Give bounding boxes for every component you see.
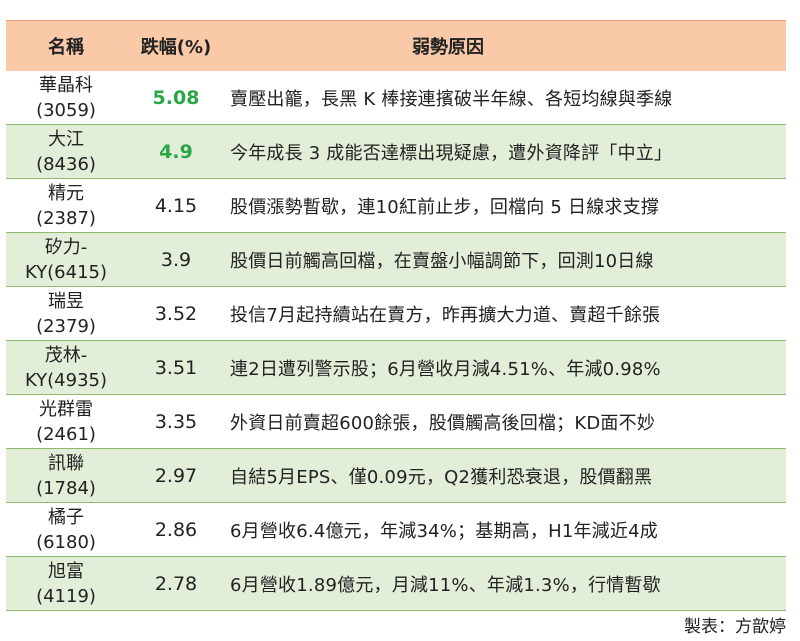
drop-pct: 2.78: [154, 572, 198, 595]
table-row: 華晶科 (3059) 5.08 賣壓出籠，長黑 K 棒接連擯破半年線、各短均線與季線: [6, 71, 786, 125]
drop-pct: 4.9: [159, 140, 193, 163]
drop-pct: 3.51: [154, 356, 198, 379]
drop-pct: 3.35: [154, 410, 198, 433]
stock-cell: 瑞昱 (2379): [6, 289, 126, 339]
table-row: 茂林- KY(4935) 3.51 連2日遭列警示股；6月營收月減4.51%、年減0.…: [6, 341, 786, 395]
reason-text: 股價漲勢暫歇，連10紅前止步，回檔向 5 日線求支撐: [230, 196, 659, 218]
stock-name: 瑞昱: [48, 290, 84, 312]
stock-code: (2379): [36, 315, 96, 337]
stock-code: (4119): [36, 585, 96, 607]
header-drop-pct: 跌幅(%): [140, 37, 212, 58]
reason-text: 今年成長 3 成能否達標出現疑慮，遭外資降評「中立」: [230, 142, 673, 164]
drop-pct: 3.52: [154, 302, 198, 325]
table-row: 訊聯 (1784) 2.97 自結5月EPS、僅0.09元，Q2獲利恐衰退，股價翻黑: [6, 449, 786, 503]
stock-code: (3059): [36, 99, 96, 121]
table-row: 大江 (8436) 4.9 今年成長 3 成能否達標出現疑慮，遭外資降評「中立」: [6, 125, 786, 179]
reason-text: 6月營收6.4億元，年減34%；基期高，H1年減近4成: [230, 520, 658, 542]
stock-name: 矽力-: [44, 236, 88, 258]
table-row: 瑞昱 (2379) 3.52 投信7月起持續站在賣方，昨再擴大力道、賣超千餘張: [6, 287, 786, 341]
stock-cell: 華晶科 (3059): [6, 73, 126, 123]
stock-cell: 茂林- KY(4935): [6, 343, 126, 393]
header-reason: 弱勢原因: [412, 37, 484, 58]
stock-name: 精元: [48, 182, 84, 204]
reason-text: 6月營收1.89億元，月減11%、年減1.3%，行情暫歇: [230, 574, 661, 596]
stock-cell: 旭富 (4119): [6, 559, 126, 609]
stock-code: (8436): [36, 153, 96, 175]
stock-name: 光群雷: [39, 398, 93, 420]
stock-code: KY(6415): [24, 261, 107, 283]
table-row: 旭富 (4119) 2.78 6月營收1.89億元，月減11%、年減1.3%，行情暫歇: [6, 557, 786, 611]
stock-code: (1784): [36, 477, 96, 499]
table-header: 名稱 跌幅(%) 弱勢原因: [6, 21, 786, 71]
header-name: 名稱: [48, 37, 84, 58]
table-body: 華晶科 (3059) 5.08 賣壓出籠，長黑 K 棒接連擯破半年線、各短均線與季線大…: [6, 71, 786, 611]
stock-table: 名稱 跌幅(%) 弱勢原因 華晶科 (3059) 5.08 賣壓出籠，長黑 K 棒接連…: [6, 20, 786, 611]
drop-pct: 3.9: [160, 248, 192, 271]
drop-pct: 2.86: [154, 518, 198, 541]
stock-code: (6180): [36, 531, 96, 553]
drop-pct: 2.97: [154, 464, 198, 487]
reason-text: 自結5月EPS、僅0.09元，Q2獲利恐衰退，股價翻黑: [230, 466, 653, 488]
stock-name: 訊聯: [48, 452, 84, 474]
stock-code: KY(4935): [24, 369, 107, 391]
stock-cell: 矽力- KY(6415): [6, 235, 126, 285]
table-row: 矽力- KY(6415) 3.9 股價日前觸高回檔，在賣盤小幅調節下，回測10日線: [6, 233, 786, 287]
stock-name: 華晶科: [39, 74, 93, 96]
credit-text: 製表：方歆婷: [684, 617, 786, 637]
stock-name: 橘子: [48, 506, 84, 528]
reason-text: 外資日前賣超600餘張，股價觸高後回檔；KD面不妙: [230, 412, 656, 434]
stock-code: (2461): [36, 423, 96, 445]
table-top-rule: [6, 20, 786, 21]
stock-cell: 大江 (8436): [6, 127, 126, 177]
stock-cell: 精元 (2387): [6, 181, 126, 231]
reason-text: 連2日遭列警示股；6月營收月減4.51%、年減0.98%: [230, 358, 661, 380]
stock-name: 茂林-: [44, 344, 88, 366]
table-row: 橘子 (6180) 2.86 6月營收6.4億元，年減34%；基期高，H1年減近4成: [6, 503, 786, 557]
stock-cell: 光群雷 (2461): [6, 397, 126, 447]
table-row: 精元 (2387) 4.15 股價漲勢暫歇，連10紅前止步，回檔向 5 日線求支撐: [6, 179, 786, 233]
table-row: 光群雷 (2461) 3.35 外資日前賣超600餘張，股價觸高後回檔；KD面不妙: [6, 395, 786, 449]
reason-text: 股價日前觸高回檔，在賣盤小幅調節下，回測10日線: [230, 250, 654, 272]
drop-pct: 4.15: [154, 194, 198, 217]
stock-name: 旭富: [48, 560, 84, 582]
stock-cell: 訊聯 (1784): [6, 451, 126, 501]
stock-code: (2387): [36, 207, 96, 229]
stock-cell: 橘子 (6180): [6, 505, 126, 555]
drop-pct: 5.08: [152, 86, 200, 109]
stock-name: 大江: [48, 128, 84, 150]
reason-text: 賣壓出籠，長黑 K 棒接連擯破半年線、各短均線與季線: [230, 88, 673, 110]
reason-text: 投信7月起持續站在賣方，昨再擴大力道、賣超千餘張: [230, 304, 661, 326]
